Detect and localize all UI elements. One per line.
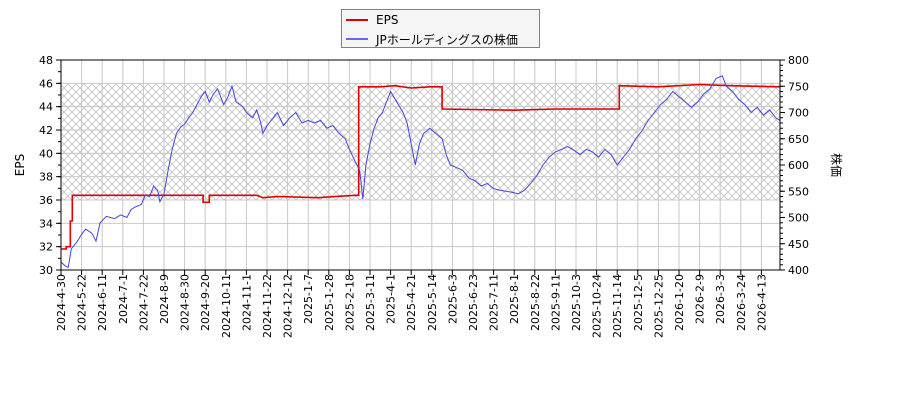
x-axis: 2024-4-30 2024-5-22 2024-6-11 2024-7-1 2024-… <box>55 270 768 338</box>
legend-label-stock-price: JPホールディングスの株価 <box>376 32 518 47</box>
x-tick-label: 2025-6-23 <box>467 274 480 331</box>
x-tick-label: 2025-12-25 <box>652 274 665 338</box>
stock-price-line <box>60 75 781 269</box>
x-tick-label: 2024-8-9 <box>158 274 171 324</box>
left-tick-label: 44 <box>39 101 53 114</box>
right-tick-label: 800 <box>788 54 809 67</box>
x-tick-label: 2024-4-30 <box>55 274 68 331</box>
left-tick-label: 30 <box>39 264 53 277</box>
left-tick-label: 36 <box>39 194 53 207</box>
x-tick-label: 2024-11-1 <box>240 274 253 331</box>
left-y-axis: 30 32 34 36 38 40 42 44 46 48 <box>39 54 61 277</box>
left-tick-label: 34 <box>39 217 53 230</box>
legend-item-stock-price: JPホールディングスの株価 <box>346 31 518 47</box>
x-tick-label: 2024-6-11 <box>96 274 109 331</box>
x-tick-label: 2026-1-20 <box>673 274 686 331</box>
x-tick-label: 2025-6-3 <box>446 274 459 324</box>
eps-swatch-icon <box>346 19 368 21</box>
right-tick-label: 450 <box>788 238 809 251</box>
x-tick-label: 2026-3-3 <box>714 274 727 324</box>
legend-label-eps: EPS <box>376 13 399 27</box>
right-tick-label: 750 <box>788 80 809 93</box>
x-tick-label: 2024-10-11 <box>220 274 233 338</box>
x-tick-label: 2025-10-3 <box>570 274 583 331</box>
left-tick-label: 38 <box>39 171 53 184</box>
x-tick-label: 2024-5-22 <box>76 274 89 331</box>
legend: EPS JPホールディングスの株価 <box>341 9 540 48</box>
x-tick-label: 2024-12-12 <box>282 274 295 338</box>
legend-item-eps: EPS <box>346 12 398 28</box>
series-layer <box>60 75 781 269</box>
x-tick-label: 2024-7-1 <box>117 274 130 324</box>
left-tick-label: 46 <box>39 77 53 90</box>
left-tick-label: 32 <box>39 241 53 254</box>
right-tick-label: 700 <box>788 107 809 120</box>
right-tick-label: 650 <box>788 133 809 146</box>
right-tick-label: 400 <box>788 264 809 277</box>
x-tick-label: 2025-4-1 <box>385 274 398 324</box>
x-tick-label: 2025-1-28 <box>323 274 336 331</box>
right-tick-label: 550 <box>788 185 809 198</box>
right-axis-title: 株価 <box>829 153 844 177</box>
x-tick-label: 2024-11-22 <box>261 274 274 338</box>
right-tick-label: 600 <box>788 159 809 172</box>
x-tick-label: 2025-9-11 <box>549 274 562 331</box>
x-tick-label: 2025-4-21 <box>405 274 418 331</box>
left-tick-label: 48 <box>39 54 53 67</box>
x-tick-label: 2026-4-13 <box>755 274 768 331</box>
x-tick-label: 2024-8-30 <box>179 274 192 331</box>
eps-line <box>61 83 781 250</box>
x-tick-label: 2026-3-24 <box>735 274 748 331</box>
x-tick-label: 2025-1-7 <box>302 274 315 324</box>
x-tick-label: 2025-12-5 <box>632 274 645 331</box>
left-axis-title: EPS <box>13 154 27 176</box>
x-tick-label: 2025-8-1 <box>508 274 521 324</box>
x-tick-label: 2026-2-9 <box>694 274 707 324</box>
stock-price-swatch-icon <box>346 38 368 40</box>
x-tick-label: 2025-2-18 <box>343 274 356 331</box>
x-tick-label: 2025-7-11 <box>488 274 501 331</box>
x-tick-label: 2024-9-20 <box>199 274 212 331</box>
right-y-axis: 400 450 500 550 600 650 700 750 800 <box>780 54 809 277</box>
left-tick-label: 40 <box>39 147 53 160</box>
x-tick-label: 2025-10-24 <box>591 274 604 338</box>
left-tick-label: 42 <box>39 124 53 137</box>
grid-lines <box>60 59 780 271</box>
x-tick-label: 2025-5-14 <box>426 274 439 331</box>
x-tick-label: 2024-7-22 <box>137 274 150 331</box>
right-tick-label: 500 <box>788 212 809 225</box>
x-tick-label: 2025-8-22 <box>529 274 542 331</box>
x-tick-label: 2025-3-11 <box>364 274 377 331</box>
x-tick-label: 2025-11-14 <box>611 274 624 338</box>
